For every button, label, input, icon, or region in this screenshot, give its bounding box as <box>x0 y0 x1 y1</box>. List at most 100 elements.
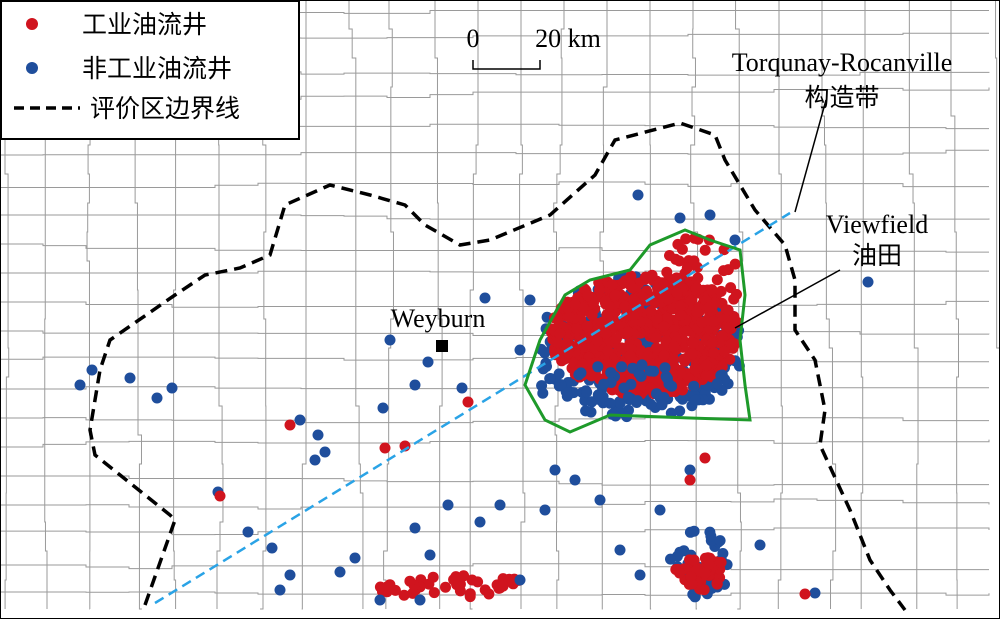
city-marker <box>436 340 448 352</box>
grid-line <box>0 214 990 220</box>
well <box>379 442 391 454</box>
grid-line <box>553 0 565 609</box>
legend-label: 评价区边界线 <box>90 94 240 123</box>
well <box>674 567 685 579</box>
well <box>428 587 440 599</box>
well <box>537 387 549 399</box>
grid-line <box>0 386 989 390</box>
well <box>442 499 454 511</box>
well <box>539 504 551 516</box>
well <box>688 554 700 566</box>
well <box>604 397 616 409</box>
well <box>594 494 606 506</box>
well <box>497 580 509 592</box>
well <box>349 552 361 564</box>
wells <box>74 189 874 606</box>
well <box>555 379 567 391</box>
well <box>474 516 486 528</box>
well <box>688 525 700 537</box>
well <box>614 397 626 409</box>
legend-box <box>0 0 300 140</box>
well <box>691 261 703 273</box>
well <box>722 304 734 316</box>
well <box>708 347 720 359</box>
well <box>704 209 716 221</box>
well <box>665 553 676 565</box>
grid-line <box>690 0 699 610</box>
well <box>585 406 597 418</box>
well <box>799 588 811 600</box>
well <box>656 399 668 411</box>
well <box>582 290 594 302</box>
well <box>309 454 321 466</box>
well <box>581 386 593 398</box>
well <box>571 323 583 335</box>
well <box>514 344 526 356</box>
well <box>564 311 575 323</box>
well <box>608 320 620 332</box>
well <box>319 446 331 458</box>
well <box>668 341 680 352</box>
well <box>551 336 563 348</box>
well <box>686 348 698 360</box>
well <box>554 328 566 340</box>
well <box>711 578 723 590</box>
well <box>658 321 670 333</box>
legend-symbol <box>26 18 38 30</box>
well <box>586 309 598 321</box>
well <box>687 337 699 349</box>
well <box>611 333 622 345</box>
well <box>553 368 565 380</box>
well <box>544 373 556 385</box>
well <box>454 585 466 597</box>
well <box>458 570 470 582</box>
annotation: 油田 <box>852 241 902 270</box>
well <box>464 588 476 600</box>
grid-line <box>0 149 989 157</box>
well <box>714 535 726 547</box>
well <box>166 382 178 394</box>
grid-line <box>950 0 959 609</box>
well <box>628 310 640 322</box>
well <box>699 244 711 256</box>
well <box>706 337 718 349</box>
well <box>724 353 736 365</box>
well <box>809 587 821 599</box>
well <box>622 326 634 338</box>
well <box>599 295 611 307</box>
well <box>423 578 435 590</box>
well <box>514 574 526 586</box>
grid-line <box>0 439 990 448</box>
well <box>650 332 662 344</box>
well <box>689 363 701 375</box>
well <box>214 490 226 502</box>
grid-line <box>0 475 989 486</box>
well <box>701 359 713 371</box>
well <box>312 429 324 441</box>
grid-line <box>469 0 479 610</box>
well <box>673 255 685 267</box>
well <box>674 405 686 417</box>
well <box>729 234 741 246</box>
well <box>242 526 254 538</box>
grid-line <box>994 0 1000 610</box>
legend: 工业油流井 非工业油流井 评价区边界线 <box>0 0 300 140</box>
well <box>716 361 728 373</box>
well <box>705 370 717 382</box>
scale-label: 0 <box>467 24 480 53</box>
scale-label: 20 km <box>535 24 601 53</box>
well <box>661 266 673 278</box>
well <box>706 284 718 296</box>
well <box>274 584 286 596</box>
grid-line <box>0 270 989 274</box>
well <box>691 306 703 318</box>
well <box>569 298 581 310</box>
well <box>718 265 730 277</box>
well <box>728 293 740 305</box>
grid-line <box>0 498 990 510</box>
leader-line <box>794 99 827 213</box>
scale-bar: 0 20 km <box>467 24 601 70</box>
well <box>703 301 715 313</box>
grid-line <box>0 300 989 308</box>
